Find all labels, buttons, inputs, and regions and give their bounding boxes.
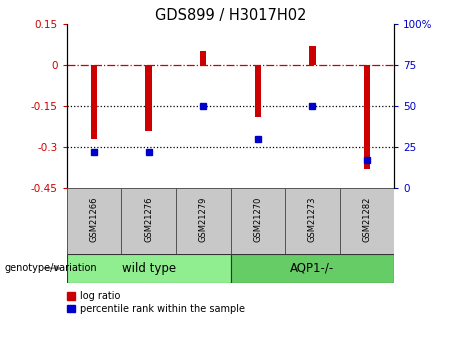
Bar <box>285 188 340 254</box>
Text: AQP1-/-: AQP1-/- <box>290 262 334 275</box>
Text: GSM21273: GSM21273 <box>308 197 317 242</box>
Bar <box>91 65 97 139</box>
Bar <box>145 65 152 131</box>
Bar <box>176 188 230 254</box>
Text: GSM21270: GSM21270 <box>253 197 262 242</box>
Text: GSM21276: GSM21276 <box>144 197 153 242</box>
Bar <box>230 254 394 283</box>
Text: wild type: wild type <box>122 262 176 275</box>
Text: genotype/variation: genotype/variation <box>5 263 97 273</box>
Bar <box>67 254 230 283</box>
Bar <box>309 46 316 65</box>
Bar <box>67 188 121 254</box>
Legend: log ratio, percentile rank within the sample: log ratio, percentile rank within the sa… <box>67 291 245 314</box>
Bar <box>364 65 370 169</box>
Bar <box>200 51 207 65</box>
Bar <box>121 188 176 254</box>
Bar <box>340 188 394 254</box>
Title: GDS899 / H3017H02: GDS899 / H3017H02 <box>155 8 306 23</box>
Bar <box>254 65 261 117</box>
Bar <box>230 188 285 254</box>
Text: GSM21279: GSM21279 <box>199 197 208 242</box>
Text: GSM21266: GSM21266 <box>89 197 99 242</box>
Text: GSM21282: GSM21282 <box>362 197 372 242</box>
